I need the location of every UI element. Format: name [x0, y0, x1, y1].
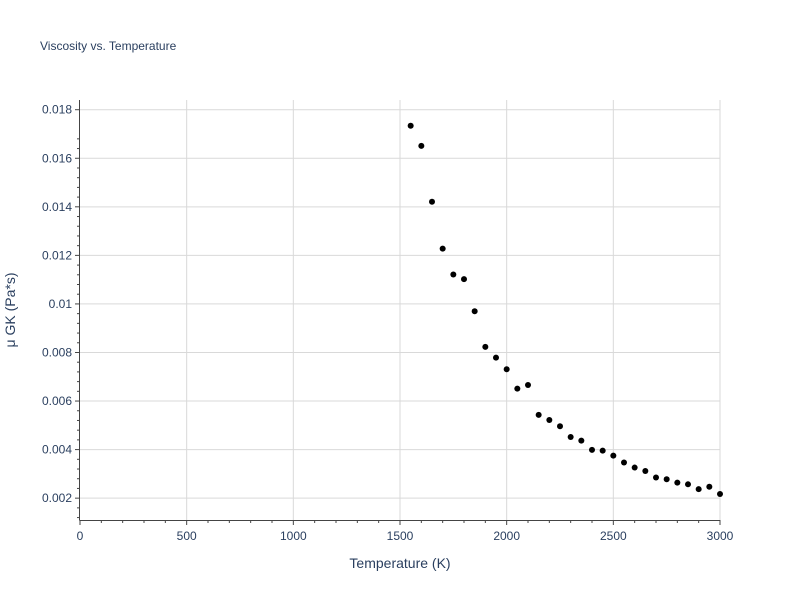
- data-point: [546, 416, 553, 423]
- chart-title: Viscosity vs. Temperature: [40, 39, 177, 53]
- x-tick-label: 1000: [280, 529, 307, 543]
- data-point: [482, 343, 489, 350]
- x-tick-label: 500: [177, 529, 197, 543]
- data-point: [663, 476, 670, 483]
- y-tick-label: 0.004: [42, 443, 72, 457]
- y-tick-label: 0.01: [49, 297, 73, 311]
- axis-layer: 0 500 1000 1500 2000 2500 3000 0.002 0.004 0.006 0…: [42, 100, 734, 543]
- data-point: [525, 382, 531, 389]
- data-point: [429, 198, 435, 205]
- y-tick-label: 0.014: [42, 200, 72, 214]
- data-point: [535, 411, 542, 418]
- x-axis-title: Temperature (K): [349, 555, 450, 571]
- grid-layer: [80, 100, 721, 520]
- data-point: [685, 481, 691, 488]
- data-point: [653, 474, 659, 481]
- y-tick-label: 0.012: [42, 248, 72, 262]
- x-tick-label: 3000: [707, 529, 734, 543]
- data-point: [557, 423, 563, 430]
- data-point: [418, 142, 425, 149]
- y-tick-label: 0.008: [42, 345, 72, 359]
- data-point: [450, 271, 457, 278]
- data-point: [717, 491, 723, 498]
- data-point: [439, 245, 446, 252]
- data-point: [631, 464, 638, 471]
- data-point: [407, 122, 414, 129]
- data-point: [514, 385, 521, 392]
- data-point: [610, 452, 617, 459]
- data-point: [578, 437, 585, 444]
- x-tick-label: 0: [77, 529, 84, 543]
- data-points: [407, 122, 723, 498]
- data-point: [461, 276, 467, 283]
- y-tick-label: 0.018: [42, 103, 72, 117]
- data-point: [493, 354, 499, 361]
- data-point: [642, 467, 649, 474]
- y-tick-label: 0.002: [42, 491, 72, 505]
- x-tick-label: 2500: [600, 529, 627, 543]
- y-tick-label: 0.006: [42, 394, 72, 408]
- y-axis-title: μ GK (Pa*s): [2, 273, 18, 348]
- x-tick-label: 2000: [493, 529, 520, 543]
- data-point: [599, 447, 606, 454]
- data-point: [706, 483, 713, 490]
- data-point: [471, 308, 478, 315]
- data-point: [589, 446, 595, 453]
- y-tick-label: 0.016: [42, 151, 72, 165]
- data-point: [621, 459, 627, 466]
- data-point: [503, 366, 510, 373]
- data-point: [695, 486, 702, 493]
- data-point: [567, 433, 574, 440]
- data-point: [674, 479, 681, 486]
- x-tick-label: 1500: [387, 529, 414, 543]
